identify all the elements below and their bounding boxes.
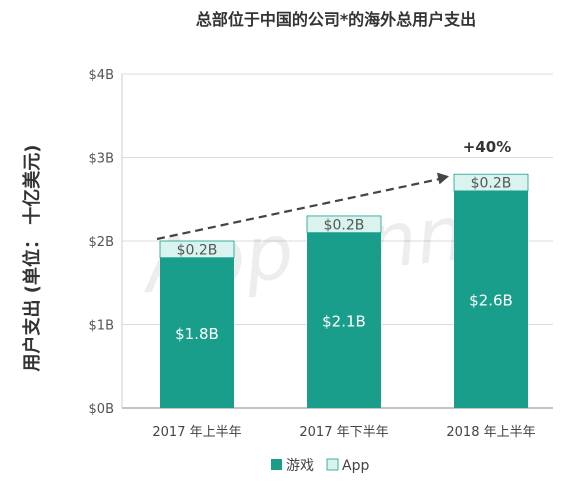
growth-annotation-label: +40% <box>463 138 511 156</box>
legend: 游戏 App <box>271 458 369 474</box>
y-tick-label: $3B <box>89 152 114 167</box>
x-tick-labels: 2017 年上半年 2017 年下半年 2018 年上半年 <box>152 425 535 440</box>
growth-arrow-head <box>436 172 449 185</box>
data-label-games: $2.1B <box>322 312 366 330</box>
y-tick-label: $0B <box>89 402 114 417</box>
y-tick-labels: $0B $1B $2B $3B $4B <box>89 68 114 417</box>
y-tick-label: $1B <box>89 319 114 334</box>
bar-app <box>159 240 235 259</box>
x-tick-label: 2017 年下半年 <box>299 425 388 440</box>
data-label-games: $2.6B <box>469 291 513 309</box>
legend-swatch <box>326 458 339 471</box>
y-tick-label: $2B <box>89 235 114 250</box>
bar-games <box>160 257 234 408</box>
x-tick-label: 2017 年上半年 <box>152 425 241 440</box>
y-tick-label: $4B <box>89 68 114 83</box>
bars: $1.8B $0.2B $2.1B $0.2B $2.6B $0.2B <box>159 173 529 408</box>
legend-swatch <box>271 459 282 470</box>
chart-title: 总部位于中国的公司*的海外总用户支出 <box>196 10 476 29</box>
bar-games <box>307 232 381 408</box>
legend-label: 游戏 <box>286 458 314 474</box>
growth-annotation: +40% <box>156 138 511 241</box>
data-label-app: $0.2B <box>177 242 218 258</box>
y-axis-label: 用户支出 (单位： 十亿美元) <box>21 145 43 372</box>
bar-app <box>306 215 382 234</box>
bar-games <box>454 190 528 408</box>
data-label-app: $0.2B <box>324 217 365 233</box>
growth-arrow-line <box>156 177 442 241</box>
x-tick-label: 2018 年上半年 <box>446 425 535 440</box>
bar-app <box>453 173 529 192</box>
data-label-app: $0.2B <box>471 176 512 192</box>
data-label-games: $1.8B <box>175 325 219 343</box>
legend-label: App <box>342 458 369 474</box>
